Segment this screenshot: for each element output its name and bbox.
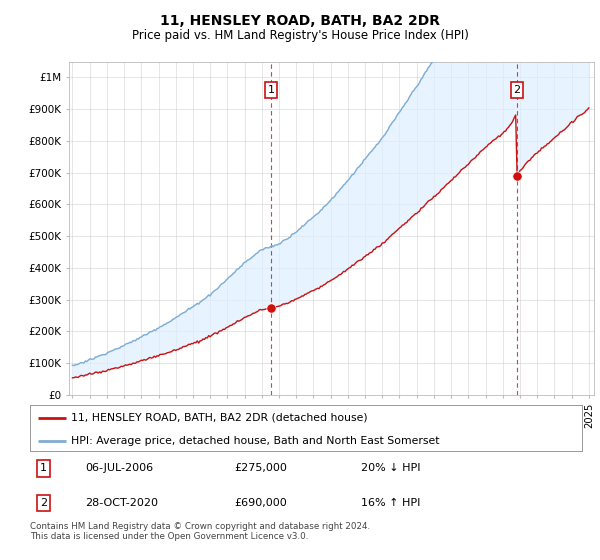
Text: 11, HENSLEY ROAD, BATH, BA2 2DR: 11, HENSLEY ROAD, BATH, BA2 2DR [160, 14, 440, 28]
Text: Contains HM Land Registry data © Crown copyright and database right 2024.
This d: Contains HM Land Registry data © Crown c… [30, 522, 370, 542]
Text: 1: 1 [40, 464, 47, 473]
Text: 2: 2 [40, 498, 47, 508]
Text: £275,000: £275,000 [234, 464, 287, 473]
Point [512, 171, 522, 180]
Text: Price paid vs. HM Land Registry's House Price Index (HPI): Price paid vs. HM Land Registry's House … [131, 29, 469, 42]
Text: 06-JUL-2006: 06-JUL-2006 [85, 464, 154, 473]
Text: 20% ↓ HPI: 20% ↓ HPI [361, 464, 421, 473]
Text: 16% ↑ HPI: 16% ↑ HPI [361, 498, 421, 508]
Text: HPI: Average price, detached house, Bath and North East Somerset: HPI: Average price, detached house, Bath… [71, 436, 440, 446]
Point [266, 303, 276, 312]
Text: 11, HENSLEY ROAD, BATH, BA2 2DR (detached house): 11, HENSLEY ROAD, BATH, BA2 2DR (detache… [71, 413, 368, 423]
Text: £690,000: £690,000 [234, 498, 287, 508]
Text: 1: 1 [268, 85, 275, 95]
Text: 28-OCT-2020: 28-OCT-2020 [85, 498, 158, 508]
Text: 2: 2 [514, 85, 521, 95]
